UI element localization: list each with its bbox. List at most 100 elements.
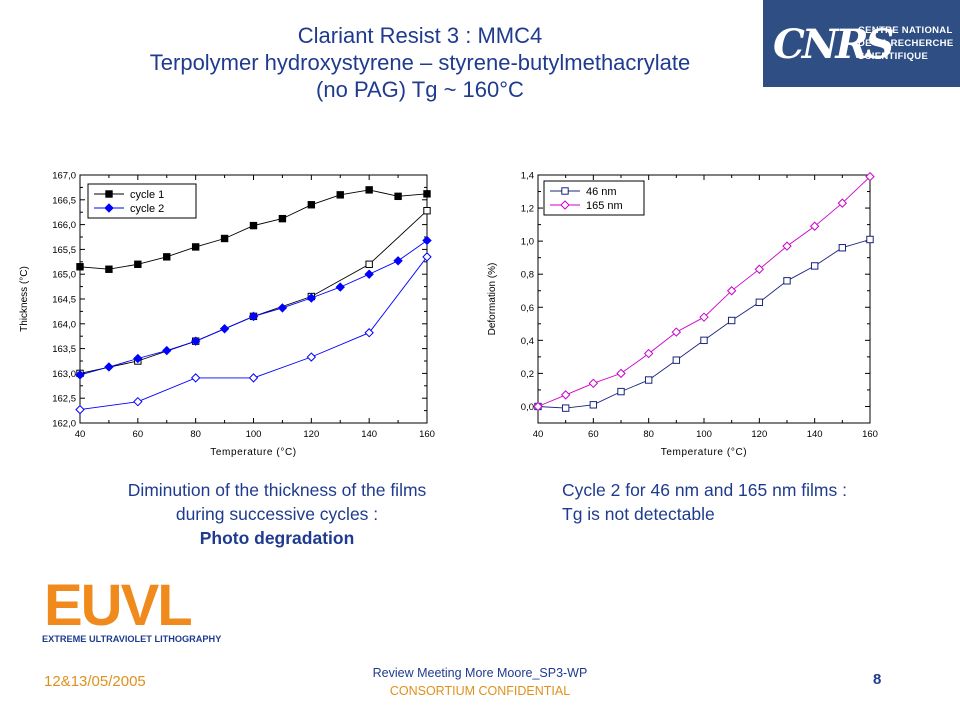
deformation-chart: 40 60 80 100 120 140 160 0,0 0,2 0,4 0,6 0,8 1,0 1,2 1… [487,171,878,459]
thickness-data-point [104,362,114,372]
thickness-data-point [422,252,432,262]
thickness-legend-marker [104,203,114,213]
caption-deformation-line-1: Cycle 2 for 46 nm and 165 nm films : [562,480,847,500]
thickness-series-line [79,256,428,411]
thickness-data-point [133,353,143,364]
thickness-data-point [365,260,373,268]
thickness-data-point [75,370,85,380]
cnrs-logo-text: CENTRE NATIONAL DE LA RECHERCHE SCIENTIF… [858,24,953,63]
thickness-data-point [278,214,287,223]
thickness-data-point [248,373,259,383]
caption-deformation-line-2: Tg is not detectable [562,504,715,524]
thickness-x-tick-label: 40 [75,429,86,440]
thickness-data-point [163,253,171,261]
thickness-data-point [190,373,201,383]
deformation-data-point [699,312,709,322]
thickness-legend-marker [105,190,113,198]
deformation-data-point [643,348,654,359]
thickness-data-point [220,234,229,243]
thickness-legend-label: cycle 2 [130,203,164,215]
thickness-x-tick-label: 60 [133,429,144,440]
deformation-data-point [810,262,819,270]
caption-thickness-line-1: Diminution of the thickness of the films [127,480,427,500]
deformation-y-axis-label: Deformation (%) [487,263,498,336]
thickness-y-tick-label: 163,0 [52,369,76,380]
caption-deformation: Cycle 2 for 46 nm and 165 nm films : Tg … [562,478,960,526]
deformation-data-point [838,244,847,252]
thickness-data-point [423,207,431,215]
deformation-data-point [561,404,570,412]
deformation-x-tick-label: 100 [696,429,712,440]
thickness-data-point [248,311,259,322]
thickness-data-point [394,192,402,201]
caption-thickness: Diminution of the thickness of the films… [42,478,512,550]
footer-meeting: Review Meeting More Moore_SP3-WP CONSORT… [300,664,660,700]
thickness-data-point [422,235,432,246]
thickness-data-point [423,190,431,198]
thickness-y-tick-label: 167,0 [52,171,76,182]
footer-confidential: CONSORTIUM CONFIDENTIAL [389,684,571,698]
thickness-legend-label: cycle 1 [130,189,164,201]
deformation-data-point [755,298,764,307]
deformation-data-point [809,221,820,231]
deformation-data-point [782,241,792,251]
thickness-data-point [162,345,172,356]
deformation-x-tick-label: 140 [807,429,823,440]
thickness-data-point [75,404,85,415]
thickness-y-tick-label: 165,5 [52,245,76,256]
deformation-data-point [533,401,543,412]
slide-title-line-3: (no PAG) Tg ~ 160°C [316,77,524,102]
cnrs-logo-line-3: SCIENTIFIQUE [858,51,929,62]
thickness-data-point [365,186,373,194]
thickness-chart: 40 60 80 100 120 140 160 162,0 162,5 163,0 163,5 16… [19,171,435,459]
caption-thickness-line-2: during successive cycles : [175,504,379,524]
footer-meeting-title: Review Meeting More Moore_SP3-WP [372,666,588,680]
thickness-series-line [79,210,428,374]
deformation-data-point [671,327,682,337]
thickness-y-tick-label: 164,5 [52,295,76,306]
deformation-x-tick-label: 80 [643,429,654,440]
thickness-series-line [79,240,428,376]
deformation-y-tick-label: 0,4 [521,336,534,347]
thickness-y-tick-label: 165,0 [52,270,76,281]
deformation-legend-label: 46 nm [586,186,617,198]
thickness-data-point [133,396,143,407]
caption-thickness-line-3: Photo degradation [199,528,355,548]
thickness-y-tick-label: 162,0 [52,419,76,430]
slide-title-line-1: Clariant Resist 3 : MMC4 [297,23,543,48]
thickness-data-point [76,263,84,271]
thickness-y-tick-label: 163,5 [52,344,76,355]
thickness-y-tick-label: 166,0 [52,220,76,231]
thickness-data-point [364,269,374,279]
deformation-data-point [560,390,571,400]
deformation-data-point [589,401,598,409]
deformation-y-tick-label: 0,6 [521,303,534,314]
deformation-data-point [726,286,737,296]
cnrs-logo: CNRS CENTRE NATIONAL DE LA RECHERCHE SCI… [763,0,960,87]
deformation-data-point [588,378,599,389]
deformation-data-point [865,171,875,182]
thickness-data-point [307,201,316,209]
thickness-x-tick-label: 120 [303,429,319,440]
thickness-y-axis-label: Thickness (°C) [19,266,30,332]
deformation-data-point [783,277,791,285]
thickness-y-tick-label: 164,0 [52,319,76,330]
thickness-data-point [105,265,113,273]
thickness-x-tick-label: 160 [419,429,435,440]
thickness-data-point [335,282,345,292]
deformation-y-tick-label: 1,4 [521,171,534,182]
thickness-data-point [134,260,142,268]
deformation-y-tick-label: 1,0 [521,237,534,248]
deformation-y-tick-label: 0,2 [521,369,534,380]
deformation-legend-marker [561,187,569,195]
euvl-logo: EUVL EXTREME ULTRAVIOLET LITHOGRAPHY [40,575,255,647]
deformation-legend-label: 165 nm [586,200,623,212]
deformation-data-point [672,356,681,364]
deformation-x-tick-label: 60 [588,429,599,440]
deformation-data-point [866,235,874,244]
slide-title: Clariant Resist 3 : MMC4 Terpolymer hydr… [60,22,780,103]
deformation-y-tick-label: 0,0 [521,402,534,413]
deformation-data-point [644,376,653,384]
deformation-data-point [617,387,625,396]
thickness-data-point [364,328,374,338]
